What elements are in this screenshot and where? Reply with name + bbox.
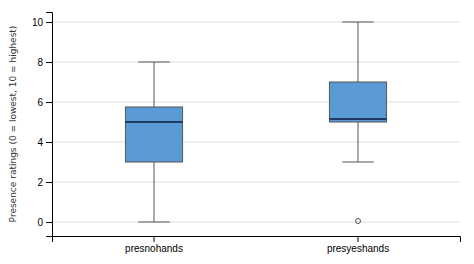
- y-tick-label: 2: [37, 177, 43, 188]
- whisker-high: [358, 22, 359, 82]
- y-tick-mark: [46, 222, 52, 223]
- chart: 0 2 4 6 8 10 presnohands presyeshands Presence r…: [0, 0, 474, 264]
- whisker-cap-high: [342, 22, 373, 23]
- y-tick: 0: [37, 217, 52, 228]
- boxes: [125, 22, 386, 224]
- x-tick-label: presyeshands: [327, 243, 389, 254]
- x-tick: presnohands: [125, 236, 183, 254]
- x-tick-mark: [154, 236, 155, 242]
- whisker-cap-high: [138, 62, 169, 63]
- grid-line: [52, 222, 460, 223]
- box-group: [329, 22, 386, 224]
- grid-line: [52, 102, 460, 103]
- y-tick: 8: [37, 57, 52, 68]
- box-group: [125, 62, 182, 222]
- whisker-cap-low: [138, 222, 169, 223]
- y-tick-label: 6: [37, 97, 43, 108]
- x-tick-mark: [358, 236, 359, 242]
- grid-line: [52, 62, 460, 63]
- y-axis-title: Presence ratings (0 = lowest, 10 = highe…: [8, 26, 18, 223]
- whisker-low: [358, 122, 359, 162]
- grid-line: [52, 182, 460, 183]
- y-tick-mark: [46, 62, 52, 63]
- median: [125, 121, 182, 123]
- whisker-low: [154, 162, 155, 222]
- x-tick-label: presnohands: [125, 243, 183, 254]
- x-tick: presyeshands: [327, 236, 389, 254]
- box: [125, 107, 182, 162]
- grid: [52, 22, 460, 222]
- whisker-cap-low: [342, 162, 373, 163]
- median: [329, 118, 386, 120]
- y-tick-label: 10: [32, 17, 44, 28]
- y-axis: 0 2 4 6 8 10: [32, 13, 53, 237]
- y-tick: 6: [37, 97, 52, 108]
- y-tick: 2: [37, 177, 52, 188]
- y-axis-line: [46, 13, 53, 237]
- y-tick-mark: [46, 102, 52, 103]
- y-tick-label: 0: [37, 217, 43, 228]
- plot: 0 2 4 6 8 10 presnohands presyeshands: [32, 13, 461, 255]
- y-tick: 4: [37, 137, 52, 148]
- y-tick-mark: [46, 142, 52, 143]
- box: [329, 82, 386, 122]
- grid-line: [52, 22, 460, 23]
- x-axis: presnohands presyeshands: [53, 236, 461, 254]
- y-tick: 10: [32, 17, 52, 28]
- outlier: [356, 219, 361, 224]
- whisker-high: [154, 62, 155, 107]
- x-axis-line: [53, 237, 461, 243]
- y-tick-mark: [46, 182, 52, 183]
- grid-line: [52, 142, 460, 143]
- y-tick-label: 4: [37, 137, 43, 148]
- y-tick-mark: [46, 22, 52, 23]
- y-tick-label: 8: [37, 57, 43, 68]
